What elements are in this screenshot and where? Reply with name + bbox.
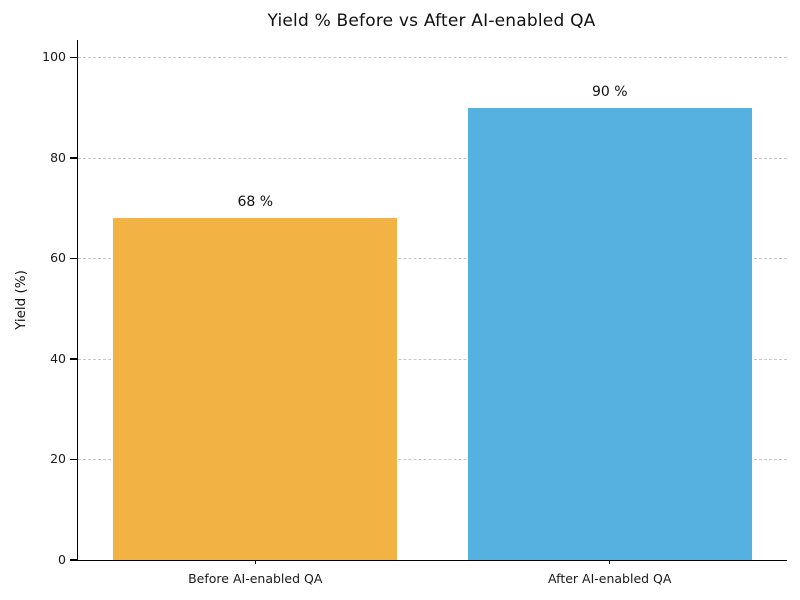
gridline	[78, 258, 787, 260]
y-tick-label: 40	[50, 350, 66, 366]
gridline	[78, 157, 787, 159]
chart-title: Yield % Before vs After AI-enabled QA	[267, 11, 596, 31]
x-tick-label: After AI-enabled QA	[548, 571, 672, 586]
bar-before-ai-enabled-qa	[113, 218, 398, 560]
gridline	[78, 57, 787, 59]
x-tick-mark	[609, 560, 611, 564]
gridline	[78, 459, 787, 461]
y-tick-mark	[70, 559, 78, 561]
y-tick-mark	[70, 157, 78, 159]
y-tick-label: 20	[50, 451, 66, 467]
y-tick-label: 60	[50, 250, 66, 266]
y-tick-mark	[70, 56, 78, 59]
y-tick-label: 0	[58, 551, 66, 567]
bar-value-label: 90 %	[591, 83, 628, 100]
y-tick-mark	[70, 257, 78, 260]
y-tick-label: 100	[42, 49, 66, 65]
x-tick-label: Before AI-enabled QA	[188, 571, 323, 586]
y-tick-label: 80	[50, 149, 66, 165]
y-tick-mark	[70, 458, 78, 461]
x-tick-mark	[254, 560, 256, 564]
bar-after-ai-enabled-qa	[467, 107, 752, 560]
gridline	[78, 358, 787, 360]
bar-value-label: 68 %	[237, 194, 274, 211]
y-tick-mark	[70, 358, 78, 360]
plot-area: 0 20 40 60 80 100 68 % Before AI-enabled QA 90 %…	[42, 40, 787, 586]
y-axis-label: Yield (%)	[13, 270, 29, 330]
